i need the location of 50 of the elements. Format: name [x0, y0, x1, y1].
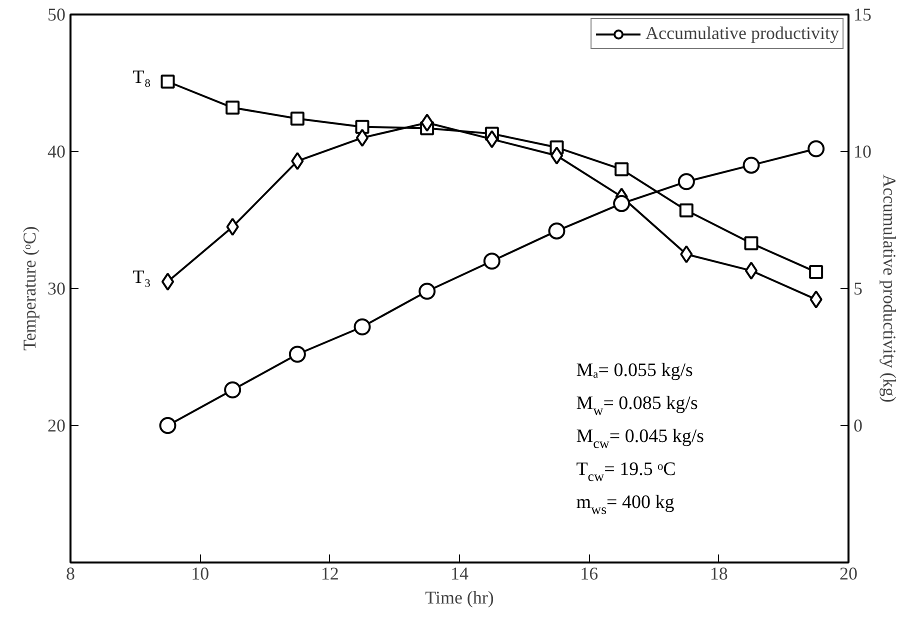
point: [161, 272, 174, 291]
x-tick-label: 20: [840, 564, 858, 584]
point: [742, 156, 760, 174]
point: [160, 74, 175, 89]
point: [744, 236, 758, 250]
legend-label: Accumulative productivity: [646, 23, 839, 44]
point: [159, 417, 176, 434]
point: [680, 245, 693, 264]
point: [483, 252, 500, 270]
y2-tick-label: 10: [854, 142, 872, 162]
point: [613, 195, 630, 212]
point: [744, 262, 758, 280]
y-tick-label: 20: [48, 416, 66, 436]
x-tick-label: 12: [320, 564, 339, 584]
x-tick-label: 10: [191, 564, 210, 584]
point: [679, 203, 694, 218]
point: [290, 112, 304, 126]
point: [226, 100, 240, 115]
point: [809, 265, 824, 280]
point: [226, 218, 239, 236]
x-tick-label: 14: [450, 564, 468, 584]
annotation: Mₐ= 0.055 kg/s: [576, 360, 693, 382]
point: [550, 146, 564, 165]
x-axis-title: Time (hr): [425, 588, 494, 608]
x-tick-label: 8: [66, 564, 75, 584]
point: [486, 130, 498, 148]
y-axis-title: Temperature (ᵒC): [20, 226, 40, 351]
y-tick-label: 40: [48, 142, 66, 162]
y2-tick-label: 15: [854, 4, 872, 24]
point: [418, 282, 436, 300]
point: [810, 290, 822, 308]
annotation: T₈: [132, 67, 151, 88]
point: [614, 162, 629, 176]
point: [224, 381, 242, 398]
y2-axis-title: Accumulative productivity (kg): [880, 174, 900, 402]
point: [356, 128, 369, 147]
point: [354, 318, 371, 336]
annotation: T₃: [132, 267, 151, 288]
point: [678, 173, 695, 190]
point: [548, 222, 566, 240]
y2-tick-label: 5: [854, 278, 862, 298]
point: [291, 152, 304, 170]
y2-tick-label: 0: [854, 416, 862, 436]
point: [420, 114, 434, 132]
point: [288, 346, 306, 363]
x-tick-label: 18: [710, 564, 728, 584]
y-tick-label: 50: [48, 4, 66, 24]
point: [808, 140, 825, 158]
x-tick-label: 16: [580, 564, 598, 584]
y-tick-label: 30: [48, 278, 66, 298]
